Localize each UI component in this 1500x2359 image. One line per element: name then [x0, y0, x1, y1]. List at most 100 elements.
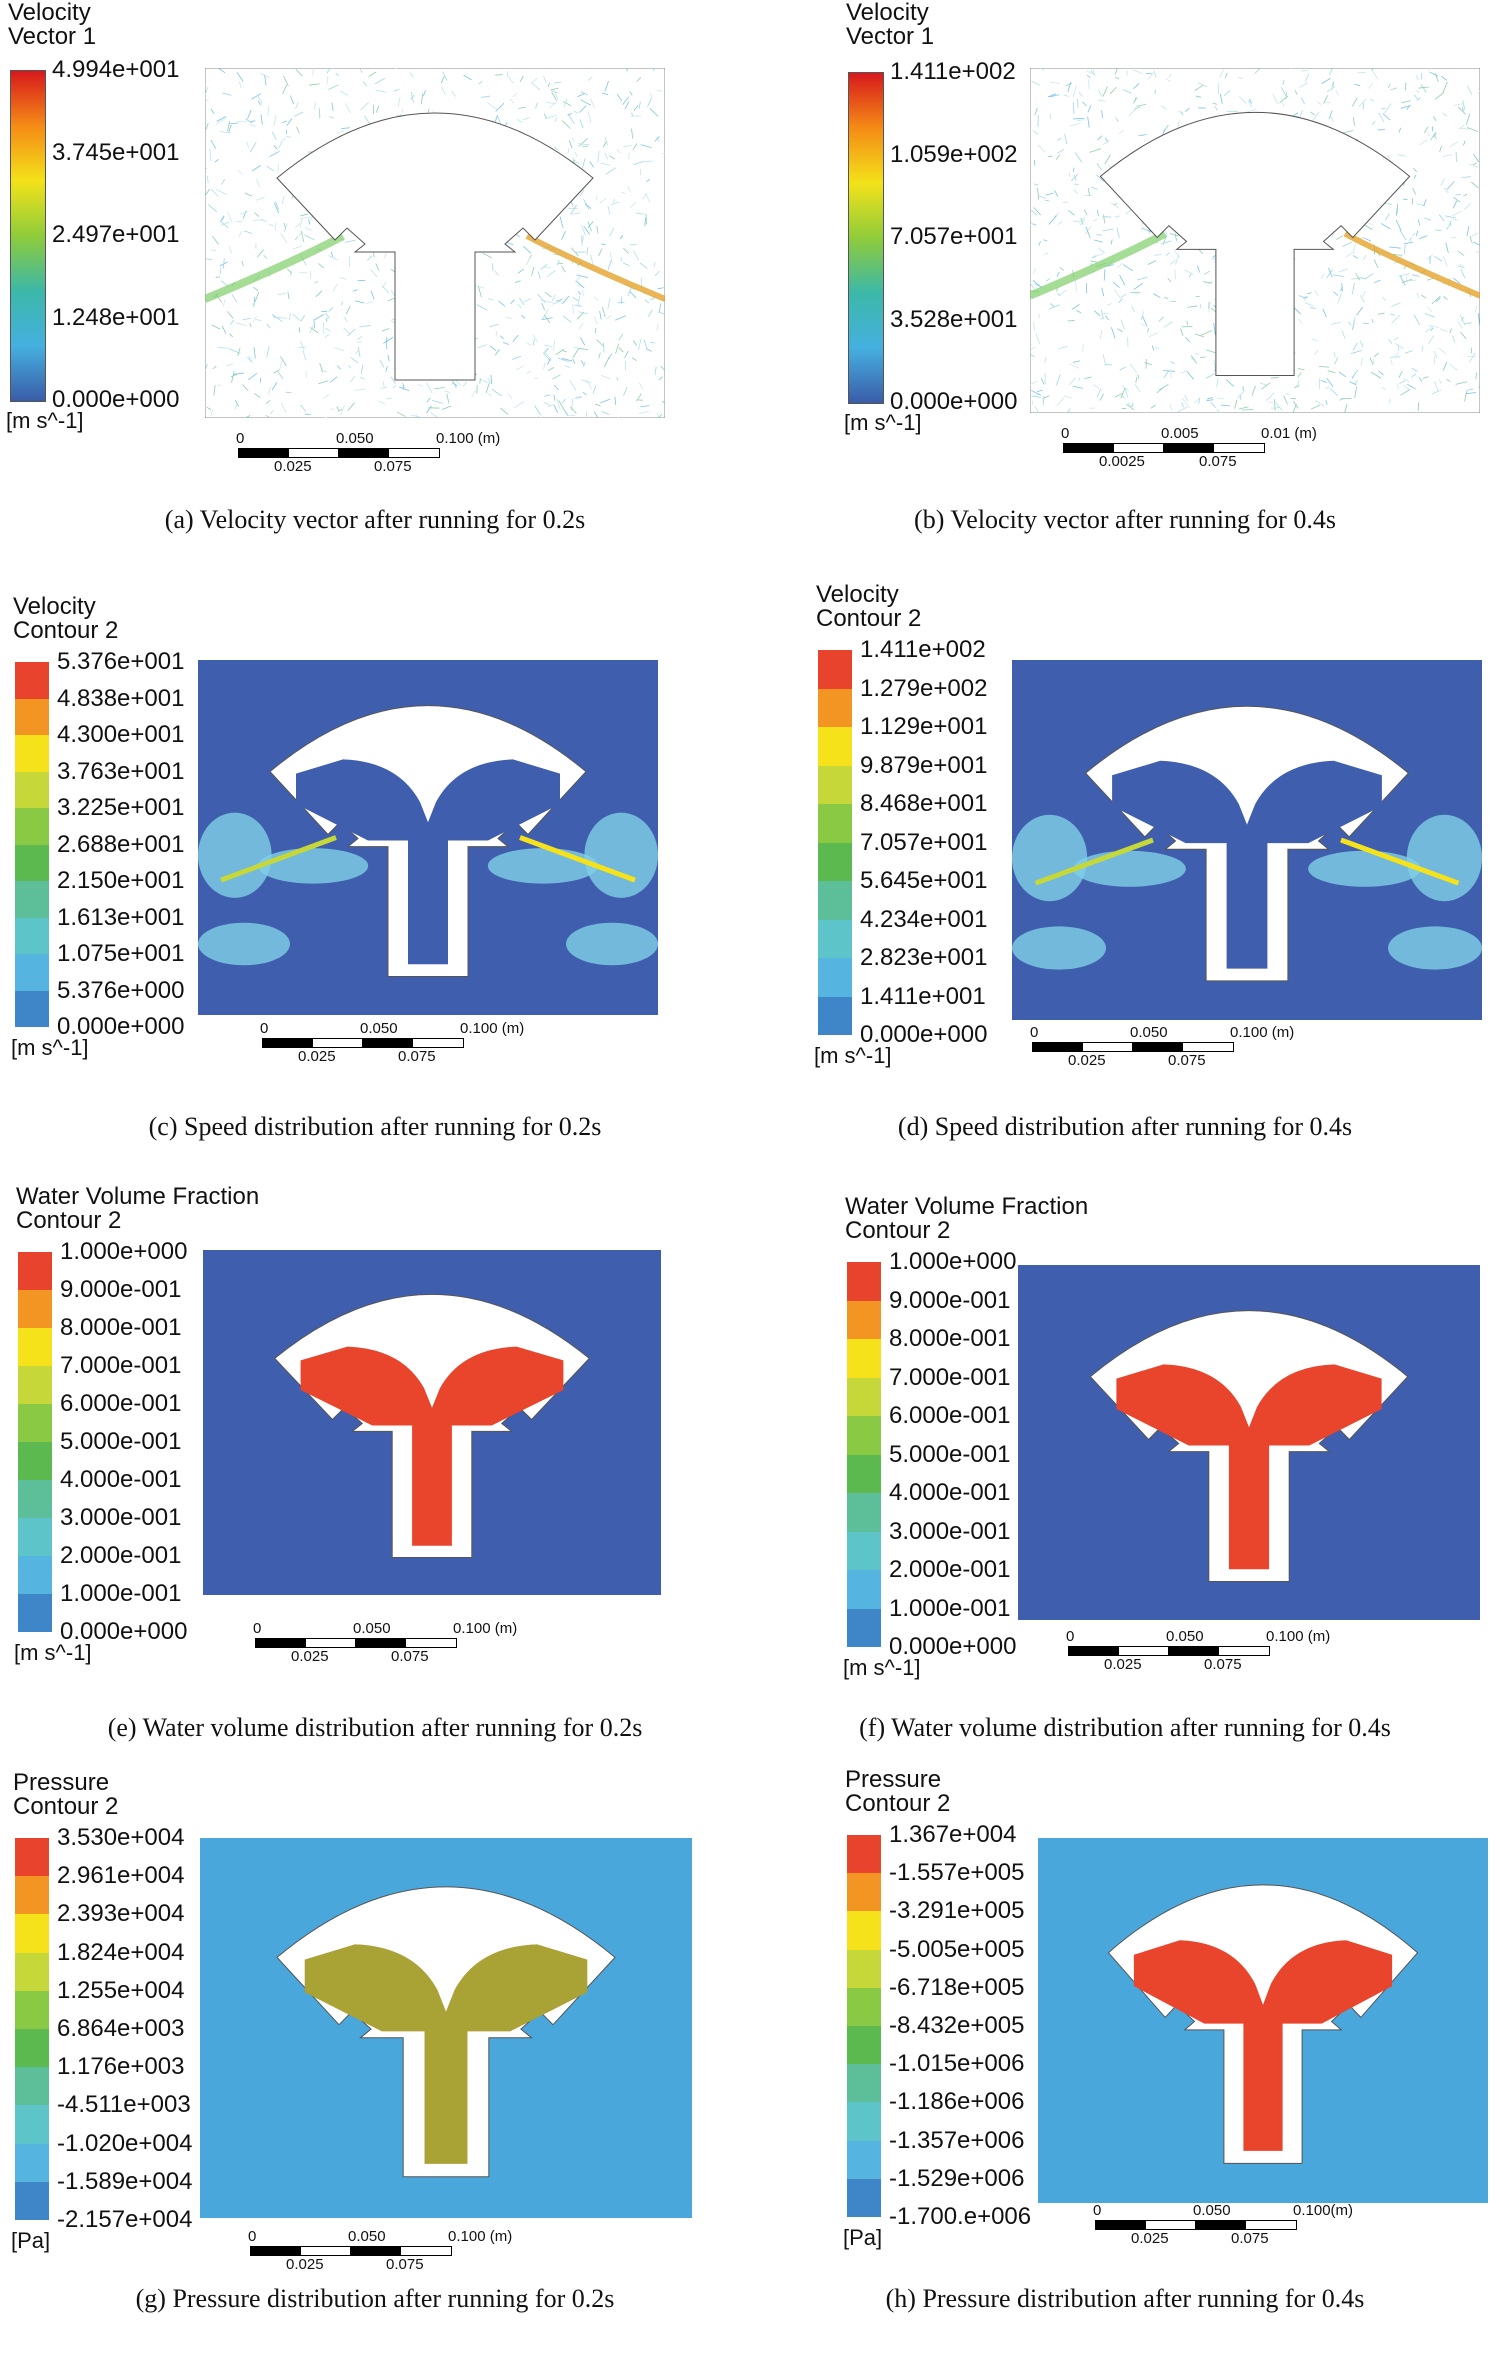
velocity-vector [1335, 90, 1339, 96]
velocity-vector [334, 347, 345, 352]
velocity-vector [426, 405, 432, 414]
velocity-vector [305, 370, 307, 378]
velocity-vector [626, 68, 628, 72]
velocity-vector [571, 161, 580, 164]
velocity-vector [1068, 377, 1076, 386]
velocity-vector [1057, 148, 1065, 154]
velocity-vector [1352, 255, 1358, 259]
velocity-vector [1293, 385, 1300, 389]
velocity-vector [210, 108, 215, 115]
velocity-vector [610, 201, 620, 205]
velocity-vector [552, 300, 562, 305]
velocity-vector [1388, 339, 1393, 344]
velocity-vector [1099, 330, 1103, 340]
velocity-vector [1103, 269, 1106, 281]
velocity-vector [1370, 371, 1382, 379]
velocity-vector [1445, 215, 1456, 219]
scale-segment [312, 1038, 364, 1048]
velocity-vector [242, 384, 249, 392]
velocity-vector [1078, 216, 1086, 223]
velocity-vector [1140, 323, 1146, 327]
velocity-vector [1034, 107, 1038, 116]
velocity-vector [482, 252, 492, 259]
velocity-vector [248, 355, 252, 360]
velocity-vector [537, 271, 541, 279]
velocity-vector [205, 98, 209, 102]
jet-streak [525, 233, 665, 302]
velocity-vector [245, 118, 253, 124]
velocity-vector [382, 380, 385, 389]
velocity-vector [1403, 241, 1414, 245]
velocity-vector [1178, 110, 1183, 115]
velocity-vector [315, 290, 323, 297]
velocity-vector [563, 409, 569, 416]
velocity-vector [600, 398, 611, 404]
legend-value: 1.279e+002 [860, 674, 988, 702]
legend-unit: [m s^-1] [843, 1655, 921, 1680]
velocity-vector [1414, 94, 1418, 100]
legend-value: -1.557e+005 [889, 1859, 1025, 1887]
velocity-vector [1254, 68, 1261, 74]
scale-segment [1145, 2220, 1197, 2230]
scale-segment [1182, 1042, 1234, 1052]
velocity-vector [1219, 93, 1223, 105]
velocity-vector [1169, 233, 1179, 237]
legend-value: 2.393e+004 [57, 1900, 185, 1928]
velocity-vector [574, 151, 578, 158]
velocity-vector [1283, 395, 1288, 405]
velocity-vector [1416, 292, 1420, 299]
velocity-vector [1438, 379, 1442, 384]
legend-value: 0.000e+000 [57, 1013, 185, 1040]
velocity-vector [1471, 181, 1479, 189]
velocity-vector [531, 78, 538, 84]
velocity-vector [360, 69, 363, 74]
velocity-vector [1453, 196, 1461, 203]
velocity-vector [638, 382, 644, 390]
velocity-vector [300, 230, 305, 243]
velocity-vector [1133, 283, 1143, 290]
velocity-vector [582, 391, 587, 396]
velocity-vector [1411, 373, 1417, 378]
velocity-vector [1387, 83, 1391, 89]
velocity-vector [519, 75, 524, 82]
velocity-vector [1311, 338, 1319, 342]
velocity-vector [1307, 292, 1312, 295]
velocity-vector [1187, 305, 1198, 308]
velocity-vector [280, 233, 288, 244]
velocity-vector [1310, 404, 1321, 410]
velocity-vector [1098, 247, 1105, 254]
velocity-vector [1364, 273, 1374, 280]
legend-swatch [847, 1911, 881, 1950]
velocity-vector [227, 211, 233, 223]
velocity-vector [1074, 189, 1078, 194]
velocity-vector [1427, 131, 1430, 137]
simulation-plot [200, 1838, 692, 2218]
velocity-vector [252, 316, 257, 323]
velocity-vector [1369, 357, 1374, 366]
velocity-vector [251, 93, 262, 100]
velocity-vector [636, 77, 642, 82]
velocity-vector [368, 71, 377, 77]
velocity-vector [1449, 363, 1458, 371]
panel-title-line: Contour 2 [13, 1793, 119, 1820]
velocity-vector [1037, 144, 1046, 153]
velocity-vector [1352, 342, 1358, 351]
velocity-vector [543, 314, 551, 324]
velocity-vector [601, 411, 610, 415]
velocity-vector [354, 388, 367, 391]
velocity-vector [253, 286, 259, 292]
velocity-vector [325, 312, 330, 319]
legend-swatch [818, 727, 852, 766]
velocity-vector [1298, 319, 1302, 324]
velocity-vector [1096, 388, 1102, 398]
velocity-vector [1412, 187, 1417, 195]
velocity-vector [1096, 163, 1102, 171]
simulation-plot [203, 1250, 661, 1595]
scale-segment [1168, 1646, 1220, 1656]
velocity-vector [1102, 228, 1114, 232]
velocity-vector [1040, 68, 1045, 71]
legend-value: -1.700.e+006 [889, 2203, 1032, 2230]
velocity-vector [547, 404, 554, 408]
legend-value: 4.300e+001 [57, 721, 185, 748]
velocity-vector [1260, 382, 1271, 390]
